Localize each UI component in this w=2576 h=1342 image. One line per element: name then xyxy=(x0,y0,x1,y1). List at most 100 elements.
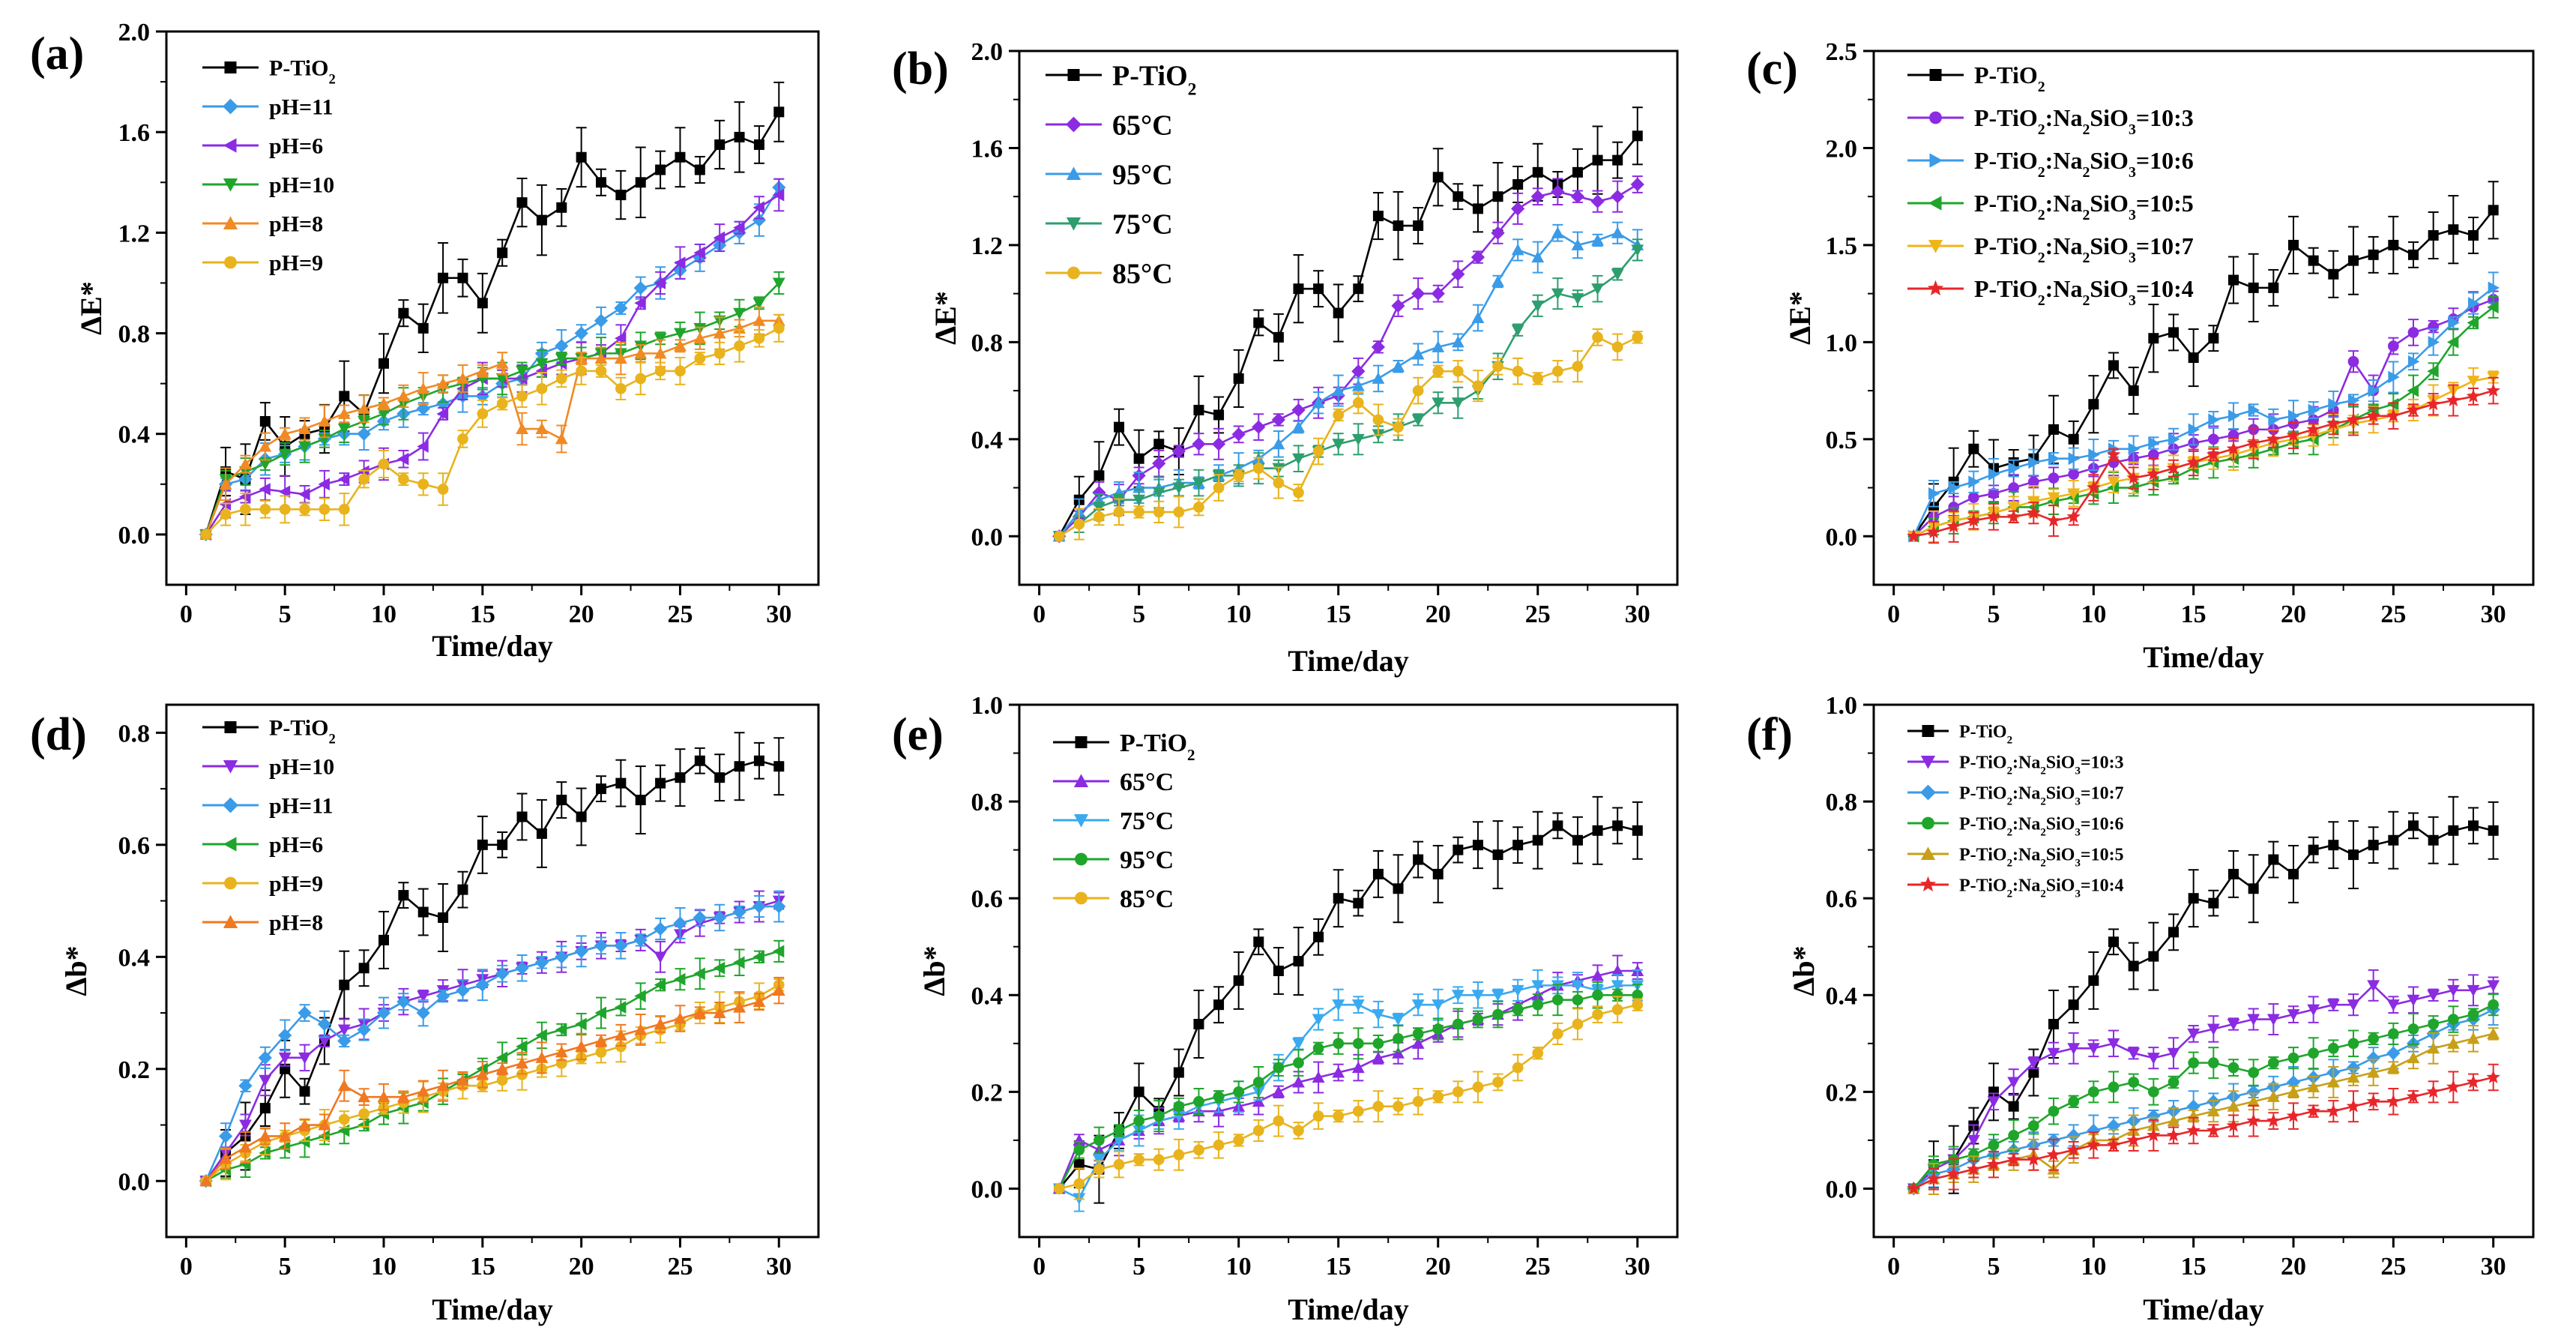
data-point xyxy=(1312,1110,1324,1122)
data-point xyxy=(1192,478,1205,490)
data-point xyxy=(2266,432,2281,445)
data-point xyxy=(259,504,271,515)
data-point xyxy=(2287,1009,2300,1021)
data-point xyxy=(2166,1128,2181,1142)
data-point xyxy=(259,1103,271,1114)
data-point xyxy=(1094,1164,1105,1175)
data-point xyxy=(2166,460,2181,475)
data-point xyxy=(535,1029,547,1042)
data-point xyxy=(2307,1080,2320,1092)
x-tick-label: 5 xyxy=(1132,1253,1145,1281)
data-point xyxy=(2007,502,2021,514)
panel-label: (c) xyxy=(1746,43,1798,94)
data-point xyxy=(495,966,510,981)
data-point xyxy=(2348,394,2360,407)
chart-panel-d: (d) 0 5 10 15 20 25 30 0.0 0.2 0.4 0.6 0.8 Time/day Δb… xyxy=(30,703,820,1326)
legend-label: pH=10 xyxy=(269,755,334,780)
data-point xyxy=(1273,331,1284,343)
data-point xyxy=(2066,509,2081,523)
data-point xyxy=(416,1005,430,1020)
data-point xyxy=(457,272,468,283)
data-point xyxy=(2148,951,2159,962)
data-point xyxy=(2446,393,2461,406)
data-point xyxy=(417,906,429,918)
legend-swatch-marker xyxy=(223,760,238,774)
data-point xyxy=(2346,1098,2361,1113)
data-point xyxy=(1591,969,1604,981)
x-tick-label: 10 xyxy=(371,1253,396,1281)
data-point xyxy=(1988,468,2000,481)
data-point xyxy=(2448,825,2459,836)
data-point xyxy=(1253,317,1264,328)
data-point xyxy=(1172,1110,1186,1123)
data-point xyxy=(594,1006,606,1020)
series-line xyxy=(1058,824,1638,1190)
data-point xyxy=(1291,403,1306,418)
data-point xyxy=(1511,202,1525,216)
data-point xyxy=(773,761,785,772)
x-tick-label: 20 xyxy=(569,601,594,628)
data-point xyxy=(2228,274,2239,286)
data-point xyxy=(2328,840,2339,851)
data-point xyxy=(653,921,668,936)
series-4 xyxy=(1053,996,1644,1200)
data-point xyxy=(299,504,310,515)
legend-label: P-TiO2:Na2SiO3=10:5 xyxy=(1974,190,2194,223)
data-point xyxy=(497,247,508,259)
data-point xyxy=(1193,404,1204,415)
data-point xyxy=(2027,1120,2039,1131)
data-point xyxy=(1511,243,1524,256)
data-point xyxy=(2446,1037,2460,1049)
data-point xyxy=(1153,1110,1165,1122)
legend-swatch-marker xyxy=(1067,266,1080,280)
data-point xyxy=(1471,311,1485,323)
data-point xyxy=(2326,416,2341,430)
y-tick-label: 0.5 xyxy=(1826,427,1858,454)
data-point xyxy=(298,487,310,501)
data-point xyxy=(2347,999,2360,1011)
data-point xyxy=(1630,177,1644,192)
data-point xyxy=(1172,482,1186,494)
data-point xyxy=(1451,397,1465,409)
data-point xyxy=(1113,1158,1125,1170)
data-point xyxy=(278,448,292,460)
data-point xyxy=(1632,331,1644,343)
data-point xyxy=(772,984,785,996)
y-tick-label: 1.5 xyxy=(1826,232,1858,260)
data-point xyxy=(1413,854,1424,865)
data-point xyxy=(534,955,549,969)
x-tick-label: 20 xyxy=(1426,601,1451,628)
data-point xyxy=(2488,999,2500,1011)
data-point xyxy=(614,352,627,364)
data-point xyxy=(298,441,311,453)
data-point xyxy=(2348,255,2359,266)
data-point xyxy=(1113,506,1125,518)
data-point xyxy=(435,397,450,411)
legend-label: P-TiO2:Na2SiO3=10:3 xyxy=(1974,104,2194,138)
data-point xyxy=(1272,1085,1285,1098)
data-point xyxy=(318,478,330,491)
legend-swatch-marker xyxy=(1920,784,1936,801)
x-tick-label: 25 xyxy=(2380,1253,2406,1281)
y-tick-label: 0.8 xyxy=(971,789,1004,816)
data-point xyxy=(1572,994,1584,1006)
series-line xyxy=(205,187,780,535)
data-point xyxy=(2028,1067,2039,1078)
data-point xyxy=(1332,439,1345,451)
data-point xyxy=(2408,355,2420,368)
chart-panel-f: (f) 0 5 10 15 20 25 30 0.0 0.2 0.4 0.6 0.8 1.0 Time/da… xyxy=(1746,692,2535,1326)
data-point xyxy=(1292,453,1305,466)
data-point xyxy=(574,944,588,958)
data-point xyxy=(555,339,569,353)
data-point xyxy=(1293,1057,1304,1068)
data-point xyxy=(2286,427,2301,442)
data-point xyxy=(417,440,429,453)
data-point xyxy=(1453,844,1464,855)
data-point xyxy=(2347,1038,2359,1050)
data-point xyxy=(2366,1094,2380,1108)
data-point xyxy=(614,331,627,345)
data-point xyxy=(2228,868,2239,879)
data-point xyxy=(594,1035,608,1047)
data-point xyxy=(1531,980,1545,992)
